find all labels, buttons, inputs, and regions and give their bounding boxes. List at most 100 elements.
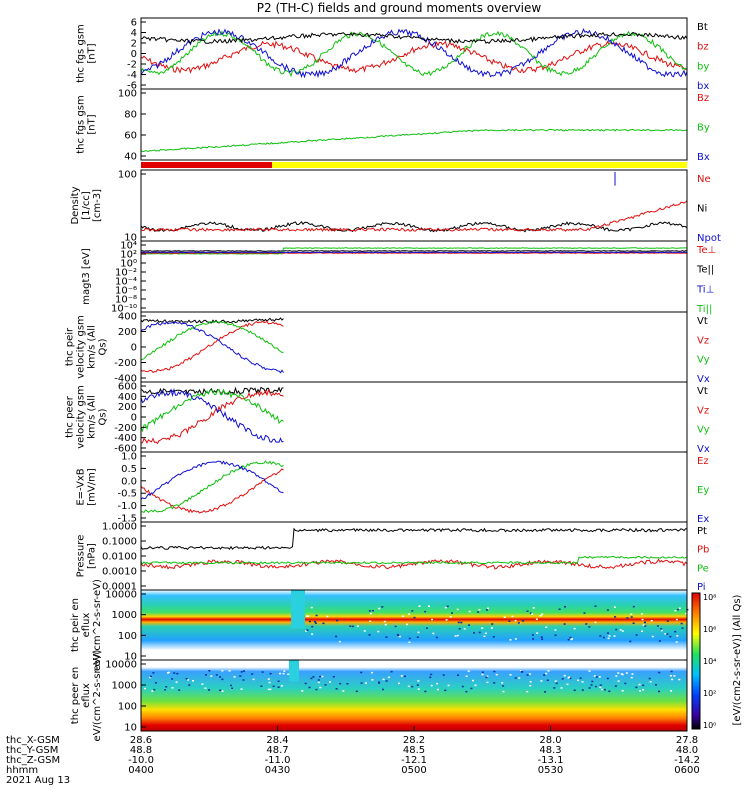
series-vz — [140, 388, 284, 445]
spectrogram-speck — [666, 620, 669, 622]
y-tick-label: 10 — [124, 652, 137, 663]
spectrogram-speck — [531, 613, 534, 615]
spectrogram-speck — [594, 685, 597, 688]
spectrogram-speck — [541, 638, 544, 640]
y-axis-label: Pressure[nPa] — [76, 535, 98, 578]
spectrogram-speck — [599, 635, 602, 637]
spectrogram-speck — [465, 675, 468, 677]
spectrogram-speck — [144, 687, 147, 690]
spectrogram-speck — [416, 636, 419, 638]
y-axis-label-line: thc peir en — [70, 598, 81, 652]
position-cell: -14.2 — [674, 755, 700, 766]
position-cell: 28.6 — [130, 735, 152, 746]
spectrogram-speck — [631, 673, 634, 675]
series-vy — [140, 321, 284, 360]
spectrogram-speck — [629, 640, 632, 643]
position-cell: 48.0 — [676, 745, 698, 756]
spectrogram-speck — [457, 621, 460, 624]
spectrogram-speck — [630, 613, 633, 615]
spectrogram-speck — [560, 687, 563, 689]
spectrogram-speck — [456, 608, 459, 611]
spectrogram-speck — [495, 673, 498, 676]
spectrogram-speck — [544, 691, 547, 693]
spectrogram-speck — [573, 627, 576, 630]
spectrogram-speck — [239, 675, 242, 677]
series-bt — [140, 31, 688, 44]
spectrogram-speck — [351, 625, 354, 628]
spectrogram-speck — [430, 673, 433, 676]
spectrogram-speck — [449, 616, 452, 618]
y-axis-label: thc peir enefluxeV/(cm^2-s-sr-eV) — [70, 579, 103, 671]
spectrogram-speck — [185, 678, 188, 680]
spectrogram-speck — [608, 690, 611, 692]
y-axis-label-line: Pressure — [76, 535, 87, 578]
spectrogram-speck — [630, 616, 633, 618]
spectrogram-speck — [447, 684, 450, 687]
spectrogram-speck — [555, 682, 558, 685]
spectrogram-speck — [215, 674, 218, 676]
spectrogram-speck — [526, 690, 529, 693]
y-axis-label-line: magt3 [eV] — [81, 248, 92, 305]
spectrogram-speck — [642, 624, 645, 626]
legend-entry: Te|| — [696, 265, 714, 276]
spectrogram-speck — [219, 676, 222, 678]
panel-frame — [140, 240, 688, 313]
y-tick-label: -400 — [114, 374, 137, 385]
spectrogram-speck — [368, 634, 371, 636]
spectrogram-speck — [411, 610, 414, 612]
spectrogram-speck — [676, 608, 679, 611]
spectrogram-speck — [458, 628, 461, 630]
spectrogram-speck — [269, 688, 272, 691]
spectrogram-speck — [233, 676, 236, 678]
spectrogram-speck — [620, 673, 623, 675]
spectrogram-speck — [432, 632, 435, 635]
spectrogram-speck — [385, 636, 388, 638]
spectrogram-speck — [398, 682, 400, 685]
y-axis-label-line: [nT] — [87, 43, 98, 63]
y-tick-label: 6 — [131, 18, 137, 29]
spectrogram-speck — [267, 678, 270, 680]
spectrogram-speck — [543, 674, 546, 676]
position-cell: 0500 — [401, 765, 426, 776]
spectrogram-speck — [585, 623, 588, 625]
spectrogram-speck — [468, 610, 471, 613]
spectrogram-speck — [349, 625, 352, 627]
spectrogram-speck — [599, 684, 602, 686]
spectrogram-speck — [481, 673, 484, 676]
spectrogram-speck — [535, 618, 538, 620]
spectrogram-speck — [492, 636, 495, 638]
y-tick-label: 10⁻⁶ — [115, 286, 137, 297]
spectrogram-speck — [526, 610, 529, 612]
spectrogram-speck — [444, 606, 447, 609]
spectrogram-speck — [219, 689, 222, 692]
series-bx — [140, 27, 688, 79]
spectrogram-speck — [485, 676, 488, 679]
spectrogram-speck — [594, 605, 597, 607]
spectrogram-speck — [619, 629, 622, 631]
panel-2: 100 80 60 40 thc fgs gsm[nT] Bz By Bx — [76, 88, 710, 163]
y-tick-label: 0.5 — [121, 464, 137, 475]
position-table: thc_X-GSMthc_Y-GSMthc_Z-GSMhhmm28.648.8-… — [6, 726, 700, 786]
legend-entry: Te⊥ — [696, 245, 716, 256]
series-by — [140, 30, 688, 78]
spectrogram-speck — [287, 673, 290, 675]
colorbar-tick: 10⁰ — [703, 721, 716, 730]
spectrogram-speck — [655, 684, 657, 686]
spectrogram-speck — [602, 636, 605, 639]
spectrogram-speck — [378, 681, 381, 683]
spectrogram-speck — [252, 678, 255, 681]
spectrogram-speck — [167, 671, 170, 674]
spectrogram-speck — [407, 685, 410, 688]
spectrogram-speck — [332, 676, 335, 678]
colorbar-tick: 10² — [703, 689, 716, 698]
spectrogram-speck — [416, 684, 419, 686]
spectrogram-speck — [514, 638, 517, 640]
spectrogram-speck — [335, 635, 338, 638]
spectrogram-speck — [221, 670, 224, 672]
series-pt — [140, 527, 688, 550]
spectrogram-speck — [342, 690, 345, 692]
date-label: 2021 Aug 13 — [6, 775, 70, 786]
y-tick-label: 1.0000 — [102, 522, 137, 533]
spectrogram-speck — [529, 612, 532, 614]
spectrogram-speck — [470, 687, 473, 690]
